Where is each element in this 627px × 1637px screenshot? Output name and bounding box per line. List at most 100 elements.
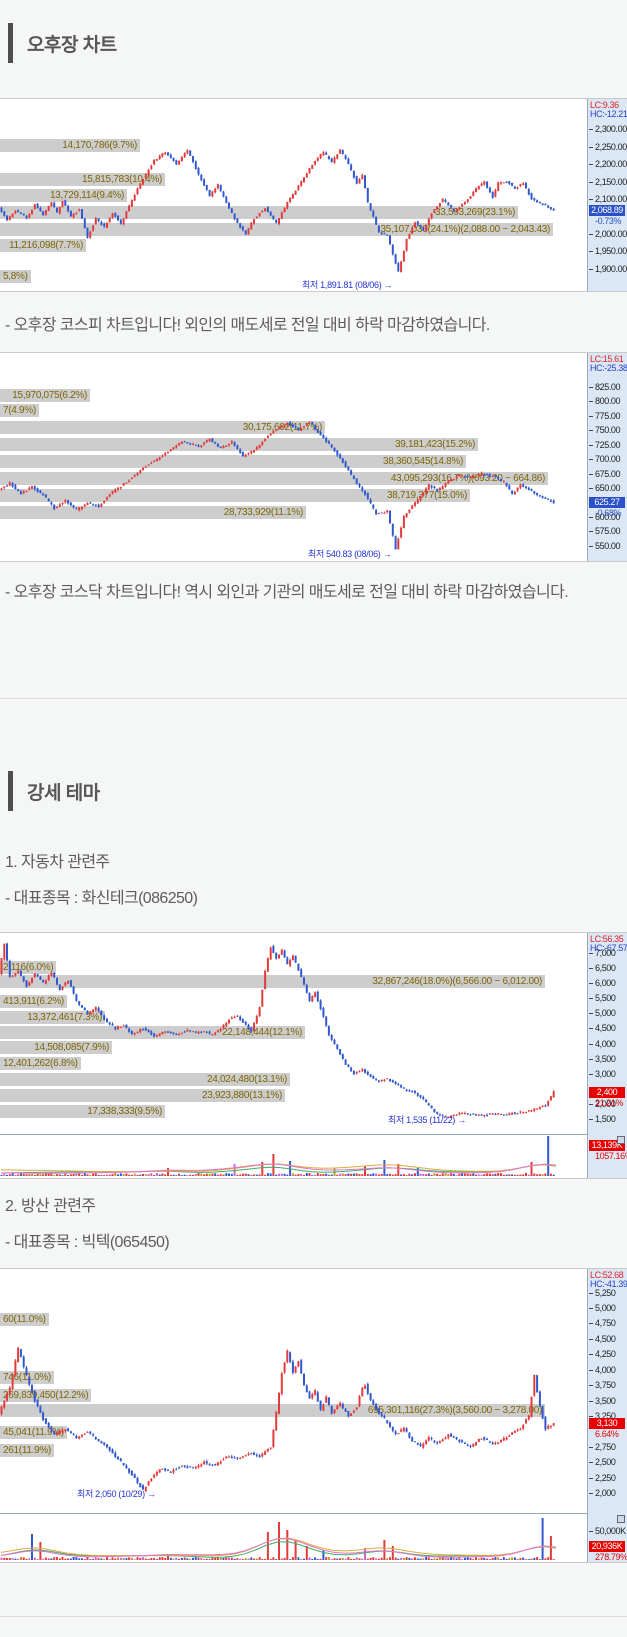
theme-2-title: 2. 방산 관련주 xyxy=(5,1198,96,1215)
kosdaq-comment: - 오후장 코스닥 차트입니다! 역시 외인과 기관의 매도세로 전일 대비 하… xyxy=(5,584,569,601)
volume-profile-label: 35,107,030(24.1%)(2,088.00 ~ 2,043.43) xyxy=(0,223,553,236)
low-point-annotation: 최저 540.83 (08/06) → xyxy=(308,549,392,559)
axis-tick-label: 1,500 xyxy=(588,1115,627,1124)
hc-value: HC:-41.39 xyxy=(590,1279,627,1289)
expand-icon xyxy=(617,1515,625,1523)
axis-tick-label: 2,000 xyxy=(588,1489,627,1498)
volume-change-percent: 278.79% xyxy=(595,1552,627,1562)
price-axis: LC:15.61 HC:-25.38 825.00 800.00 775.00 750.0… xyxy=(587,353,627,561)
axis-tick-label: 600.00 xyxy=(588,513,627,522)
axis-tick-label: 3,500 xyxy=(588,1397,627,1406)
axis-tick-label: 2,000.00 xyxy=(588,230,627,239)
volume-profile-label: 15,970,075(6.2%) xyxy=(0,389,90,402)
hwashin-tech-chart: 2,116(6.0%) 32,867,246(18.0%)(6,566.00 ~ … xyxy=(0,932,627,1179)
axis-tick-label: 2,200.00 xyxy=(588,160,627,169)
volume-profile-label: 33,593,269(23.1%) xyxy=(0,206,518,219)
axis-tick-label: 4,500 xyxy=(588,1335,627,1344)
axis-tick-label: 3,750 xyxy=(588,1381,627,1390)
section-title-theme: 강세 테마 xyxy=(27,782,100,804)
hc-value: HC:-25.38 xyxy=(590,363,627,373)
theme-2-stock: - 대표종목 : 빅텍(065450) xyxy=(5,1234,170,1251)
volume-profile-label: 43,095,293(16.7%)(693.20 ~ 664.86) xyxy=(0,472,548,485)
volume-profile-label: 30,175,602(11.7%) xyxy=(0,421,325,434)
section-divider xyxy=(0,698,627,699)
current-price-badge: 625.27 xyxy=(589,497,625,508)
price-axis: LC:9.36 HC:-12.21 2,300.00 2,250.00 2,200.00… xyxy=(587,99,627,291)
current-price-badge: 2,400 xyxy=(589,1087,625,1098)
volume-profile-label: 269,839,450(12.2%) xyxy=(0,1389,92,1402)
kospi-comment: - 오후장 코스피 차트입니다! 외인의 매도세로 전일 대비 하락 마감하였습… xyxy=(5,317,490,334)
volume-profile-label: 14,170,786(9.7%) xyxy=(0,139,140,152)
header-accent-bar xyxy=(8,23,13,63)
volume-profile-label: 7(4.9%) xyxy=(0,404,39,417)
axis-tick-label: 650.00 xyxy=(588,484,627,493)
volume-profile-label: 14,508,085(7.9%) xyxy=(0,1041,112,1054)
axis-tick-label: 5,500 xyxy=(588,994,627,1003)
volume-profile-label: 22,148,444(12.1%) xyxy=(0,1026,305,1039)
axis-tick-label: 1,900.00 xyxy=(588,265,627,274)
bigtech-chart: 60(11.0%) 746(11.0%) 269,839,450(12.2%) 695… xyxy=(0,1268,627,1563)
volume-profile-label: 23,923,880(13.1%) xyxy=(0,1089,285,1102)
change-percent: 6.64% xyxy=(595,1429,619,1439)
volume-profile-label: 261(11.9%) xyxy=(0,1444,54,1457)
hwashin-candles-image xyxy=(0,942,587,1176)
expand-icon xyxy=(617,1136,625,1144)
volume-profile-label: 413,911(6.2%) xyxy=(0,995,67,1008)
axis-tick-label: 2,100.00 xyxy=(588,195,627,204)
axis-tick-label: 4,500 xyxy=(588,1024,627,1033)
axis-tick-label: 3,250 xyxy=(588,1412,627,1421)
volume-profile-label: 2,116(6.0%) xyxy=(0,961,57,974)
section-title-afternoon: 오후장 차트 xyxy=(27,34,117,56)
axis-tick-label: 3,500 xyxy=(588,1055,627,1064)
price-axis: LC:56.35 HC:-67.57 7,000 6,500 6,000 5,500 5,0… xyxy=(587,933,627,1178)
axis-tick-label: 2,150.00 xyxy=(588,178,627,187)
axis-tick-label: 6,000 xyxy=(588,979,627,988)
low-point-annotation: 최저 2,050 (10/29) → xyxy=(77,1489,156,1499)
axis-tick-label: 700.00 xyxy=(588,455,627,464)
axis-tick-label: 4,000 xyxy=(588,1040,627,1049)
theme-1-title: 1. 자동차 관련주 xyxy=(5,854,110,871)
volume-profile-label: 5,8%) xyxy=(0,270,31,283)
section-header-afternoon: 오후장 차트 xyxy=(8,22,117,64)
volume-profile-label: 17,338,333(9.5%) xyxy=(0,1105,165,1118)
volume-profile-label: 39,181,423(15.2%) xyxy=(0,438,478,451)
axis-tick-label: 2,000 xyxy=(588,1100,627,1109)
axis-tick-label: 2,500 xyxy=(588,1458,627,1467)
volume-profile-label: 60(11.0%) xyxy=(0,1313,49,1326)
axis-tick-label: 4,250 xyxy=(588,1350,627,1359)
low-point-annotation: 최저 1,535 (11/22) → xyxy=(388,1115,467,1125)
volume-badge: 13,139K xyxy=(589,1140,625,1151)
lc-value: LC:56.35 xyxy=(590,934,624,944)
axis-tick-label: 6,500 xyxy=(588,964,627,973)
change-percent: -0.73% xyxy=(595,216,622,226)
current-price-badge: 3,130 xyxy=(589,1418,625,1429)
price-axis: LC:52.68 HC:-41.39 5,250 5,000 4,750 4,500 4,2… xyxy=(587,1269,627,1562)
axis-tick-label: 550.00 xyxy=(588,542,627,551)
axis-tick-label: 3,000 xyxy=(588,1070,627,1079)
volume-profile-label: 695,301,116(27.3%)(3,560.00 ~ 3,278.00) xyxy=(0,1404,545,1417)
kosdaq-daily-chart: 15,970,075(6.2%) 7(4.9%) 30,175,602(11.7%)… xyxy=(0,352,627,562)
axis-tick-label: 7,000 xyxy=(588,949,627,958)
axis-tick-label: 2,300.00 xyxy=(588,125,627,134)
change-percent: -0.68% xyxy=(595,508,622,518)
volume-profile-label: 15,815,783(10.4%) xyxy=(0,173,165,186)
section-header-theme: 강세 테마 xyxy=(8,770,100,812)
axis-tick-label: 800.00 xyxy=(588,397,627,406)
axis-tick-label: 1,950.00 xyxy=(588,247,627,256)
axis-tick-label: 775.00 xyxy=(588,412,627,421)
hc-value: HC:-12.21 xyxy=(590,109,627,119)
axis-tick-label: 725.00 xyxy=(588,441,627,450)
volume-profile-label: 45,041(11.9%) xyxy=(0,1426,67,1439)
axis-tick-label: 5,250 xyxy=(588,1289,627,1298)
axis-tick-label: 5,000 xyxy=(588,1009,627,1018)
bottom-divider xyxy=(0,1616,627,1617)
hc-value: HC:-67.57 xyxy=(590,943,627,953)
change-percent: 21.21% xyxy=(595,1098,624,1108)
current-price-badge: 2,068.89 xyxy=(589,205,625,216)
header-accent-bar xyxy=(8,771,13,811)
axis-tick-label: 4,000 xyxy=(588,1366,627,1375)
theme-1-stock: - 대표종목 : 화신테크(086250) xyxy=(5,890,198,907)
volume-change-percent: 1057.16% xyxy=(595,1151,627,1161)
axis-tick-label: 675.00 xyxy=(588,470,627,479)
